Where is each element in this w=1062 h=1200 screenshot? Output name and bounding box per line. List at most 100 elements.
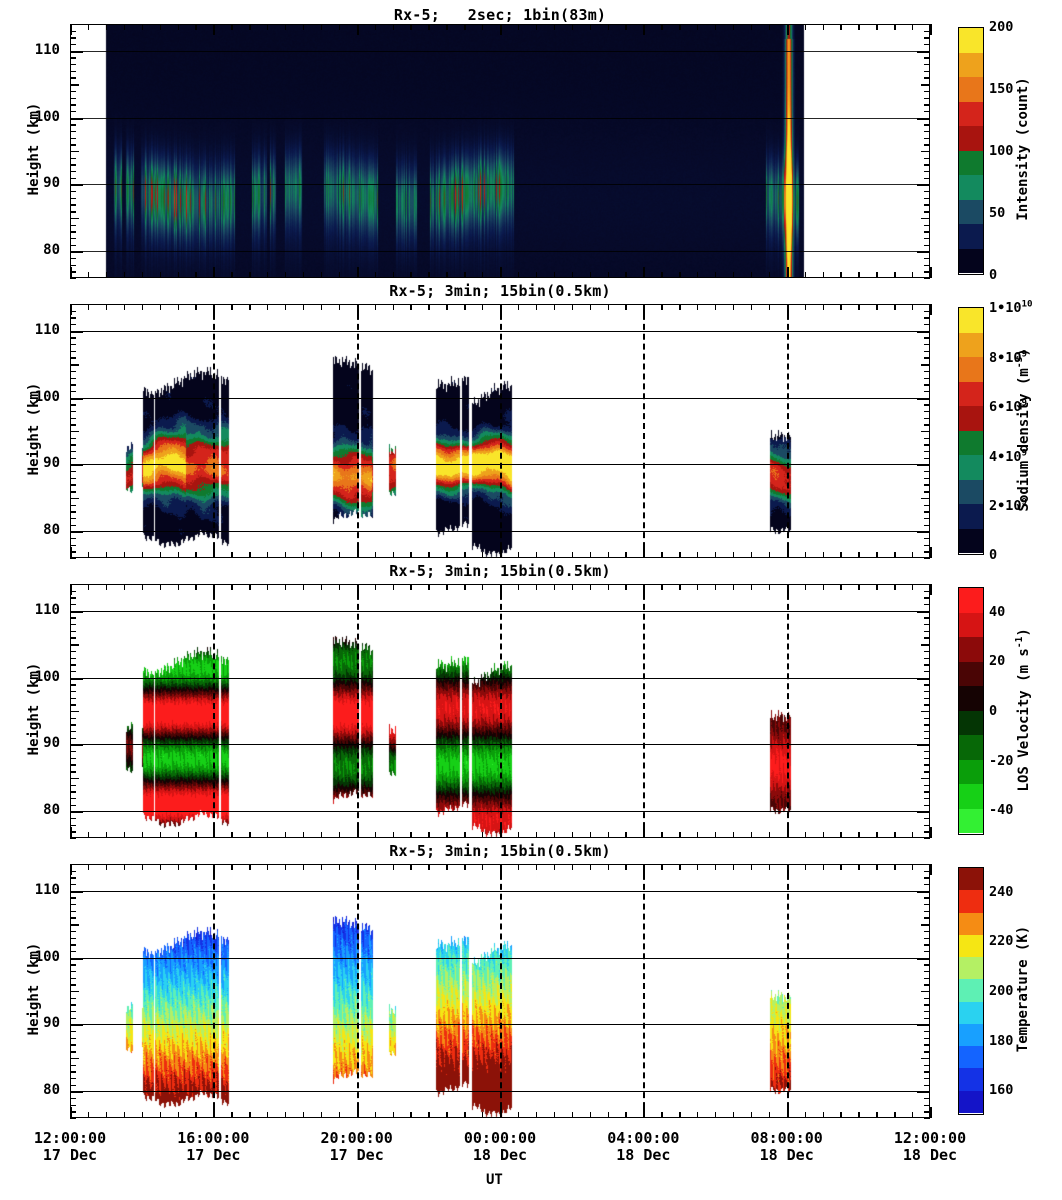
x-tick	[410, 832, 412, 838]
colorbar-tick-label: 180	[989, 1032, 1014, 1049]
y-major-tick	[70, 464, 83, 467]
y-minor-tick	[70, 970, 76, 973]
x-tick	[320, 272, 323, 278]
y-major-tick	[70, 251, 83, 254]
y-minor-tick	[70, 997, 76, 1000]
y-major-tick	[917, 677, 930, 680]
y-minor-tick	[70, 377, 76, 379]
x-tick	[697, 272, 699, 278]
colorbar-segment	[959, 808, 983, 833]
y-minor-tick	[924, 324, 930, 326]
y-minor-tick	[70, 30, 76, 33]
x-tick	[141, 1112, 144, 1118]
x-tick	[374, 304, 376, 310]
colorbar-tick-label: 200	[989, 19, 1014, 35]
x-tick	[482, 1112, 484, 1118]
x-tick	[840, 24, 842, 30]
x-tick	[87, 584, 90, 590]
x-tick	[70, 267, 72, 278]
y-major-tick	[917, 397, 930, 400]
x-tick	[177, 864, 179, 870]
y-minor-tick	[924, 717, 930, 720]
v-gridline	[643, 584, 646, 838]
x-tick	[715, 1112, 717, 1118]
x-tick	[894, 272, 896, 278]
x-tick	[517, 864, 520, 870]
y-minor-tick	[924, 211, 930, 213]
y-minor-tick	[70, 164, 76, 166]
colorbar-tick-label: 40	[989, 603, 1006, 620]
y-minor-tick	[924, 757, 930, 760]
x-tick	[715, 272, 717, 278]
y-minor-tick	[70, 497, 79, 500]
x-tick	[70, 827, 72, 838]
x-tick	[732, 272, 735, 278]
colorbar-title: LOS Velocity (m s-1)	[1014, 628, 1032, 792]
y-minor-tick	[924, 77, 930, 79]
x-tick	[930, 1107, 932, 1118]
y-minor-tick	[924, 477, 930, 480]
y-minor-tick	[924, 544, 930, 547]
x-tick	[70, 584, 72, 595]
x-tick	[267, 584, 269, 590]
x-tick	[804, 832, 806, 838]
y-minor-tick	[924, 1017, 930, 1020]
y-minor-tick	[924, 244, 930, 246]
colorbar-segment	[959, 430, 983, 455]
y-minor-tick	[70, 711, 79, 713]
colorbar-tick-label: 6•109	[989, 397, 1028, 415]
x-tick	[930, 864, 932, 875]
y-minor-tick	[924, 684, 930, 686]
x-tick	[177, 832, 179, 838]
x-tick	[643, 1107, 646, 1118]
colorbar-tick-label: 8•109	[989, 347, 1028, 366]
y-minor-tick	[70, 751, 76, 753]
y-minor-tick	[70, 90, 76, 93]
x-tick	[213, 267, 216, 278]
x-tick	[356, 24, 359, 35]
colorbar-segment	[959, 934, 983, 958]
y-minor-tick	[924, 584, 930, 586]
x-tick	[697, 584, 699, 590]
y-minor-tick	[924, 1051, 930, 1053]
y-minor-tick	[70, 310, 76, 313]
colorbar-segment	[959, 381, 983, 406]
colorbar-segment	[959, 175, 983, 200]
x-tick	[356, 864, 359, 875]
x-tick	[912, 272, 914, 278]
x-tick	[912, 584, 914, 590]
colorbar-tick-label: 160	[989, 1082, 1014, 1099]
x-tick	[517, 832, 520, 838]
x-tick	[105, 584, 108, 590]
x-tick-label: 12:00:00 17 Dec	[33, 1129, 107, 1164]
x-tick	[661, 272, 663, 278]
y-minor-tick	[70, 1011, 76, 1013]
y-minor-tick	[70, 797, 76, 800]
y-minor-tick	[70, 451, 76, 453]
y-minor-tick	[924, 278, 930, 280]
colorbar-0	[958, 27, 984, 275]
y-minor-tick	[924, 650, 930, 653]
y-minor-tick	[924, 317, 930, 319]
x-tick	[70, 1107, 72, 1118]
y-minor-tick	[70, 930, 76, 933]
x-tick	[105, 1112, 108, 1118]
x-tick	[195, 832, 197, 838]
y-minor-tick	[924, 451, 930, 453]
x-tick	[930, 304, 932, 315]
colorbar-segment	[959, 101, 983, 126]
x-tick	[87, 832, 90, 838]
y-minor-tick	[70, 504, 76, 506]
x-tick	[535, 304, 538, 310]
x-tick	[715, 304, 717, 310]
h-gridline	[70, 117, 930, 119]
y-minor-tick	[924, 517, 930, 520]
x-tick	[374, 832, 376, 838]
y-minor-tick	[924, 551, 930, 553]
y-minor-tick	[70, 590, 76, 593]
y-minor-tick	[70, 337, 76, 339]
y-minor-tick	[921, 431, 930, 433]
colorbar-segment	[959, 28, 983, 53]
v-gridline	[500, 304, 502, 558]
